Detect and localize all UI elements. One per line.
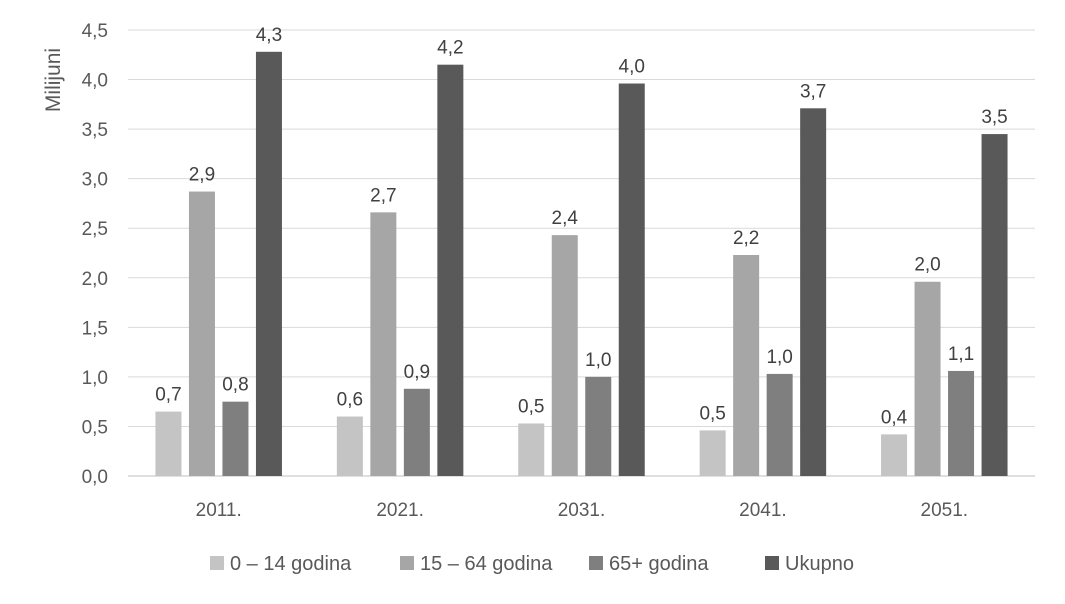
bar xyxy=(800,108,827,476)
legend-swatch xyxy=(589,556,603,570)
data-label: 0,4 xyxy=(881,407,908,428)
x-tick-label: 2051. xyxy=(921,500,969,521)
data-label: 0,5 xyxy=(518,396,544,417)
bar xyxy=(518,423,545,476)
bar xyxy=(222,401,249,476)
x-tick-label: 2031. xyxy=(558,500,606,521)
data-label: 0,6 xyxy=(337,390,363,411)
y-tick-label: 3,5 xyxy=(82,120,108,141)
x-tick-label: 2021. xyxy=(376,500,424,521)
bar xyxy=(336,416,363,476)
bar xyxy=(914,281,941,476)
bar xyxy=(155,411,182,476)
bar xyxy=(881,434,908,476)
data-label: 0,8 xyxy=(222,375,248,396)
data-label: 0,9 xyxy=(404,362,430,383)
legend-label: Ukupno xyxy=(785,553,854,575)
y-tick-label: 2,5 xyxy=(82,219,108,240)
data-label: 2,9 xyxy=(189,165,215,186)
data-label: 3,5 xyxy=(981,107,1007,128)
bar xyxy=(255,51,282,476)
y-tick-label: 3,0 xyxy=(82,170,108,191)
legend-swatch xyxy=(765,556,779,570)
data-label: 1,1 xyxy=(948,344,974,365)
data-label: 2,0 xyxy=(914,255,940,276)
data-label: 4,3 xyxy=(256,25,282,46)
y-tick-label: 0,0 xyxy=(82,467,108,488)
bar xyxy=(948,370,975,476)
bar xyxy=(733,254,760,476)
data-label: 2,2 xyxy=(733,228,759,249)
bar xyxy=(403,388,430,476)
y-tick-label: 4,0 xyxy=(82,71,108,92)
data-label: 2,7 xyxy=(370,185,396,206)
bar xyxy=(370,212,397,476)
bar xyxy=(188,191,215,476)
bar xyxy=(766,373,793,476)
bar xyxy=(699,430,726,476)
data-label: 0,7 xyxy=(155,385,181,406)
legend-label: 0 – 14 godina xyxy=(230,553,352,575)
x-tick-label: 2011. xyxy=(196,500,242,521)
y-tick-label: 1,0 xyxy=(82,368,108,389)
data-label: 4,2 xyxy=(437,38,463,59)
data-label: 1,0 xyxy=(766,347,792,368)
data-label: 4,0 xyxy=(619,57,645,78)
legend: 0 – 14 godina 15 – 64 godina 65+ godina Uku… xyxy=(210,553,854,575)
data-label: 2,4 xyxy=(552,208,579,229)
bar xyxy=(585,376,612,476)
y-tick-label: 1,5 xyxy=(82,318,108,339)
y-axis-ticks: 0,0 0,5 1,0 1,5 2,0 2,5 3,0 3,5 4,0 4,5 xyxy=(82,21,108,488)
data-label: 0,5 xyxy=(699,403,725,424)
legend-swatch xyxy=(400,556,414,570)
bars xyxy=(155,51,1008,477)
legend-swatch xyxy=(210,556,224,570)
y-tick-label: 4,5 xyxy=(82,21,108,42)
bar xyxy=(618,83,645,477)
data-label: 3,7 xyxy=(800,81,826,102)
x-axis-ticks: 2011. 2021. 2031. 2041. 2051. xyxy=(196,500,968,521)
data-labels: 0,7 2,9 0,8 4,3 0,6 2,7 0,9 4,2 0,5 2,4 1,0 4,0 0,5 2… xyxy=(155,25,1008,429)
y-axis-label: Milijuni xyxy=(42,48,65,112)
y-tick-label: 2,0 xyxy=(82,269,108,290)
legend-label: 65+ godina xyxy=(609,553,709,575)
y-tick-label: 0,5 xyxy=(82,417,108,438)
bar xyxy=(981,134,1008,477)
bar xyxy=(437,64,464,476)
bar xyxy=(551,235,578,476)
legend-label: 15 – 64 godina xyxy=(420,553,553,575)
data-label: 1,0 xyxy=(585,350,611,371)
x-tick-label: 2041. xyxy=(739,500,787,521)
